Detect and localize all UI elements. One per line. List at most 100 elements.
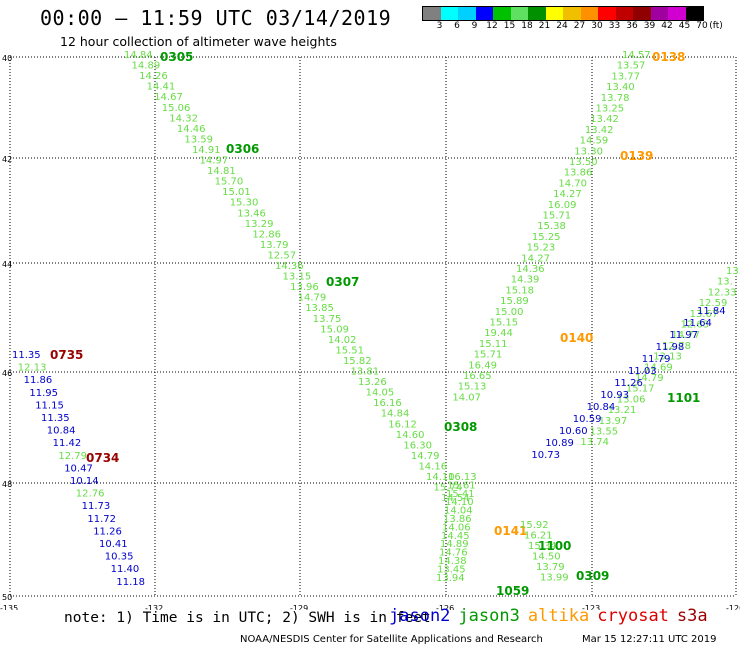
swh-value: 13.45 [437,564,466,575]
color-swatch [528,7,546,20]
swh-value: 14.27 [553,189,582,200]
swh-value: 15.89 [500,296,529,307]
swh-value: 14.05 [366,388,395,399]
swh-value: 13.94 [436,573,465,584]
color-swatch [545,7,563,20]
swh-value: 13.57 [617,61,646,72]
swh-value: 11.73 [82,501,111,512]
swh-value: 13.46 [237,208,266,219]
swh-value: 14.38 [438,556,467,567]
pass-label-0306: 0306 [226,142,259,156]
pass-label-0139: 0139 [620,149,653,163]
swh-value: 15.70 [215,177,244,188]
swh-value: 14.91 [192,145,221,156]
swh-value: 14.89 [440,539,469,550]
color-swatch [458,7,476,20]
swh-value: 14.02 [328,335,357,346]
swh-value: 15.00 [495,307,524,318]
swh-value: 11.15 [35,400,64,411]
swh-value: 12.57 [267,250,296,261]
swh-value: 11.86 [24,375,53,386]
swh-value: 14.36 [516,264,545,275]
swh-value: 14.84 [124,50,153,61]
scale-tick-label: 39 [643,21,656,31]
swh-value: 13.77 [611,71,640,82]
swh-value: 11.97 [669,330,698,341]
swh-value: 15.51 [335,345,364,356]
swh-value: 10.59 [573,414,602,425]
swh-value: 14.67 [154,92,183,103]
swh-value: 10.14 [70,476,99,487]
color-scale-ticks: 3 6 9 12 15 18 21 24 27 30 33 36 39 42 45 70 (ft) [422,21,740,35]
swh-value: 13.15 [283,272,312,283]
swh-value: 11.40 [111,564,140,575]
swh-value: 15.09 [320,324,349,335]
swh-value: 11.26 [614,378,643,389]
scale-tick-label: 15 [503,21,516,31]
swh-value: 13.67 [690,309,719,320]
credit-line: NOAA/NESDIS Center for Satellite Applica… [240,634,543,645]
swh-value: 10.41 [99,539,128,550]
lat-label: 44 [2,260,12,269]
swh-value: 13.85 [305,303,334,314]
color-swatch [668,7,686,20]
swh-value: 10.60 [559,426,588,437]
swh-value: 13.79 [536,562,565,573]
scale-tick-label: 6 [454,21,460,31]
swh-value: 14.32 [169,113,198,124]
swh-value: 16.09 [548,200,577,211]
swh-value: 11.26 [93,526,122,537]
swh-value: 13.25 [596,104,625,115]
scale-tick-label: 12 [486,21,498,31]
swh-value: 14.54 [441,493,470,504]
pass-label-0141: 0141 [494,524,527,538]
swh-value: 11.35 [41,413,70,424]
color-swatch [633,7,651,20]
swh-value: 12.76 [76,489,105,500]
swh-value: 15.17 [626,384,655,395]
swh-value: 14.16 [418,461,447,472]
swh-value: 14.89 [132,61,161,72]
pass-label-0735: 0735 [50,348,83,362]
color-swatch [440,7,458,20]
swh-value: 13.75 [313,314,342,325]
swh-value: 16.13 [448,472,477,483]
swh-value: 11.03 [628,366,657,377]
lon-label: -120 [726,604,740,610]
scale-tick-label: 36 [626,21,638,31]
footer-note: note: 1) Time is in UTC; 2) SWH is in fe… [64,610,431,626]
swh-value: 13.86 [564,168,593,179]
pass-label-0305: 0305 [160,50,193,64]
scale-tick-label: 33 [608,21,621,31]
swh-value: 10.93 [600,390,629,401]
swh-value: 14.76 [439,548,468,559]
swh-value: 13.96 [290,282,319,293]
scale-tick-label: 24 [556,21,568,31]
lat-label: 46 [2,369,12,378]
lat-label: 40 [2,54,12,63]
swh-value: 14.79 [411,451,440,462]
pass-label-0309: 0309 [576,569,609,583]
swh-value: 15.15 [490,318,519,329]
swh-value: 12.59 [699,298,728,309]
pass-label-0734: 0734 [86,451,119,465]
satellite-s3a: s3a [676,606,708,626]
swh-value: 14.26 [139,71,168,82]
swh-value: 13.74 [580,437,609,448]
color-swatch [685,7,703,20]
swh-value: 11.98 [656,342,685,353]
swh-value: 15.25 [532,232,561,243]
swh-value: 15.13 [458,382,487,393]
swh-value: 11.72 [87,514,116,525]
swh-value: 13.30 [574,146,603,157]
scale-tick-label: 70 [696,21,708,31]
swh-value: 14.70 [558,178,587,189]
swh-value: 15.38 [537,221,566,232]
swh-value: 11.64 [683,318,712,329]
color-swatch [598,7,616,20]
swh-value: 15.06 [162,103,191,114]
color-swatch [475,7,493,20]
scale-tick-label: 9 [471,21,478,31]
swh-value: 16.12 [388,419,417,430]
swh-value: 14.10 [445,497,474,508]
